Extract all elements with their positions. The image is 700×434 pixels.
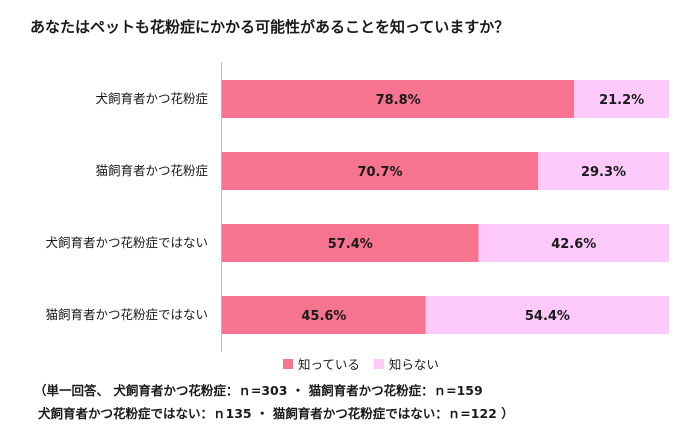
bar-known — [222, 152, 539, 190]
data-label: 70.7% — [357, 165, 402, 180]
data-label: 78.8% — [376, 93, 421, 108]
legend-item-known: 知っている — [283, 354, 360, 373]
data-label: 21.2% — [599, 93, 644, 108]
category-label: 猫飼育者かつ花粉症 — [95, 163, 208, 178]
legend-label-unknown: 知らない — [388, 357, 439, 372]
bar-known — [222, 80, 575, 118]
legend-label-known: 知っている — [298, 357, 360, 372]
data-label: 54.4% — [525, 309, 570, 324]
bar-known — [222, 224, 479, 262]
legend-swatch-known — [283, 358, 293, 369]
category-label: 猫飼育者かつ花粉症ではない — [45, 307, 208, 322]
legend-item-unknown: 知らない — [373, 354, 439, 373]
legend-swatch-unknown — [373, 358, 384, 369]
sample-note-line2: 犬飼育者かつ花粉症ではない：ｎ135 ・ 猫飼育者かつ花粉症ではない：ｎ=122… — [38, 406, 514, 421]
bar-known — [222, 296, 426, 334]
bar-unknown — [425, 296, 669, 334]
data-label: 29.3% — [581, 165, 626, 180]
data-label: 45.6% — [301, 309, 346, 324]
bar-unknown — [538, 152, 669, 190]
chart-title: あなたはペットも花粉症にかかる可能性があることを知っていますか？ — [30, 18, 510, 36]
bar-unknown — [574, 80, 669, 118]
legend: 知っている 知らない — [283, 354, 453, 373]
sample-note-line1: （単一回答、 犬飼育者かつ花粉症：ｎ=303 ・ 猫飼育者かつ花粉症：ｎ=159 — [34, 383, 483, 398]
data-label: 57.4% — [328, 237, 373, 252]
bar-unknown — [478, 224, 669, 262]
data-label: 42.6% — [551, 237, 596, 252]
category-label: 犬飼育者かつ花粉症 — [95, 91, 208, 106]
category-label: 犬飼育者かつ花粉症ではない — [45, 235, 208, 250]
